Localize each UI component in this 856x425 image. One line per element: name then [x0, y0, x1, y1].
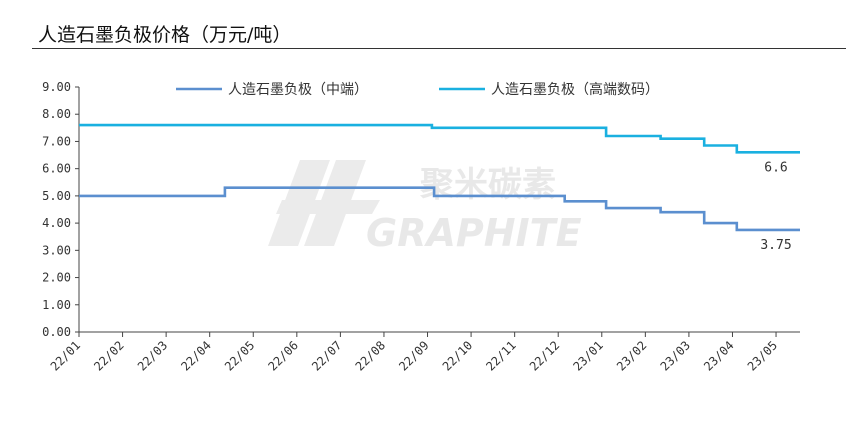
x-tick-label: 22/06	[266, 338, 301, 373]
watermark-cn-text: 聚米碳素	[419, 165, 556, 205]
y-tick-label: 1.00	[42, 298, 71, 312]
x-tick-label: 22/02	[91, 338, 126, 373]
series-line-high-end	[79, 125, 800, 152]
x-tick-label: 22/03	[135, 338, 170, 373]
x-tick-label: 23/03	[658, 338, 693, 373]
end-value-label-mid-range: 3.75	[760, 238, 791, 253]
y-tick-label: 0.00	[42, 325, 71, 339]
y-tick-label: 9.00	[42, 80, 71, 94]
x-tick-label: 22/09	[396, 338, 431, 373]
x-tick-label: 22/05	[222, 338, 257, 373]
x-tick-label: 23/01	[570, 338, 605, 373]
y-tick-label: 5.00	[42, 189, 71, 203]
x-tick-label: 23/04	[701, 338, 736, 373]
x-tick-label: 22/11	[483, 338, 518, 373]
x-tick-label: 23/02	[614, 338, 649, 373]
y-tick-label: 6.00	[42, 162, 71, 176]
y-tick-label: 3.00	[42, 243, 71, 257]
legend-label-high-end: 人造石墨负极（高端数码）	[491, 81, 659, 98]
y-tick-label: 4.00	[42, 216, 71, 230]
watermark-en-text: GRAPHITE	[366, 211, 582, 255]
x-tick-label: 22/01	[48, 338, 83, 373]
x-tick-label: 22/07	[309, 338, 344, 373]
x-tick-label: 22/12	[527, 338, 562, 373]
y-tick-label: 8.00	[42, 107, 71, 121]
y-tick-label: 2.00	[42, 271, 71, 285]
x-tick-label: 23/05	[745, 338, 780, 373]
legend-label-mid-range: 人造石墨负极（中端）	[228, 82, 368, 98]
watermark: 聚米碳素 GRAPHITE	[268, 160, 582, 255]
watermark-logo-icon	[268, 160, 380, 246]
x-tick-label: 22/04	[178, 338, 213, 373]
y-tick-label: 7.00	[42, 134, 71, 148]
x-tick-label: 22/10	[440, 338, 475, 373]
x-tick-label: 22/08	[353, 338, 388, 373]
end-value-label-high-end: 6.6	[764, 160, 787, 175]
